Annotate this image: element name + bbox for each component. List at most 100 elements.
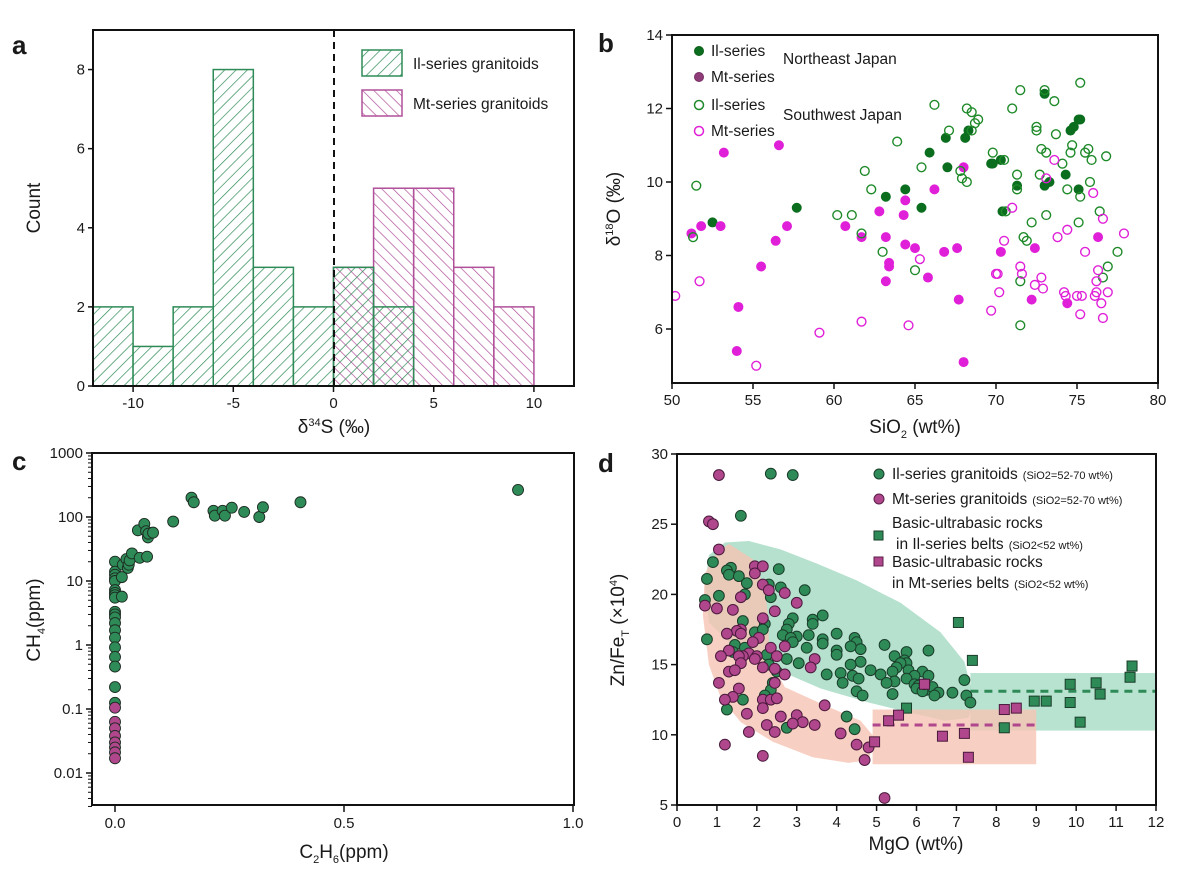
data-point-d-series-1 bbox=[707, 518, 719, 531]
legend-label-mt-basic-1: Basic-ultrabasic rocks bbox=[892, 554, 1043, 571]
data-point-b-series-3 bbox=[1060, 290, 1071, 302]
data-point-d-series-1 bbox=[713, 543, 725, 556]
data-point-d-series-1 bbox=[808, 719, 821, 731]
data-point-d-series-0 bbox=[798, 584, 811, 597]
y-tick-label: 1 bbox=[75, 637, 83, 654]
data-point-d-series-0 bbox=[852, 672, 865, 685]
data-point-b-series-0 bbox=[880, 191, 891, 202]
data-point-b-series-1 bbox=[900, 239, 911, 250]
data-point-b-series-1 bbox=[770, 235, 781, 246]
data-point-c-series-1 bbox=[109, 701, 121, 714]
data-square-d-series-2 bbox=[1064, 678, 1076, 690]
data-point-b-series-2 bbox=[916, 162, 927, 173]
y-tick-label: 4 bbox=[77, 220, 85, 237]
data-point-b-series-2 bbox=[1101, 151, 1112, 162]
data-square-d-series-2 bbox=[1124, 671, 1136, 683]
data-point-b-series-2 bbox=[687, 232, 699, 243]
data-point-d-series-1 bbox=[768, 662, 781, 675]
data-point-d-series-1 bbox=[713, 676, 725, 689]
data-point-b-series-0 bbox=[995, 154, 1006, 165]
data-point-b-series-3 bbox=[1052, 232, 1063, 243]
legend-label-il-granitoids: Il-series granitoids (SiO2=52-70 wt%) bbox=[892, 466, 1113, 483]
data-point-b-series-2 bbox=[1067, 140, 1078, 151]
data-point-d-series-1 bbox=[713, 469, 725, 481]
data-point-b-series-1 bbox=[874, 206, 885, 217]
histogram-il-group bbox=[93, 68, 415, 386]
data-point-c-series-1 bbox=[109, 752, 121, 765]
y-tick-label: 6 bbox=[77, 141, 85, 158]
data-point-b-series-2 bbox=[1011, 169, 1023, 180]
data-point-b-series-1 bbox=[733, 301, 744, 312]
data-point-d-series-0 bbox=[900, 672, 913, 685]
legend-label-il-basic-2: in Il-series belts (SiO2<52 wt%) bbox=[896, 536, 1083, 553]
legend-item-il: Il-series granitoids bbox=[361, 49, 539, 77]
data-point-c-series-0 bbox=[115, 571, 128, 584]
data-point-b-series-1 bbox=[782, 221, 793, 232]
data-point-b-series-3 bbox=[1029, 279, 1040, 291]
data-point-d-series-1 bbox=[740, 707, 753, 720]
y-tick-label: 10 bbox=[646, 174, 663, 191]
data-point-d-series-1 bbox=[878, 792, 891, 804]
legend-label-mt: Mt-series granitoids bbox=[413, 96, 548, 113]
data-point-b-series-3 bbox=[1097, 213, 1109, 224]
data-point-d-series-0 bbox=[772, 563, 785, 576]
data-point-b-series-3 bbox=[1007, 202, 1018, 213]
data-point-d-series-1 bbox=[732, 682, 745, 695]
data-square-d-series-3 bbox=[1010, 702, 1022, 714]
data-point-d-series-0 bbox=[830, 627, 843, 640]
data-point-b-series-1 bbox=[756, 261, 767, 272]
data-point-b-series-2 bbox=[1062, 184, 1073, 195]
panel-letter-b: b bbox=[598, 28, 614, 58]
data-square-d-series-2 bbox=[966, 654, 978, 666]
data-point-b-series-3 bbox=[1071, 290, 1083, 302]
data-point-b-series-2 bbox=[1075, 77, 1086, 88]
data-point-b-series-1 bbox=[880, 276, 891, 287]
data-point-d-series-1 bbox=[748, 653, 761, 665]
panel-letter-c: c bbox=[12, 446, 26, 476]
data-point-d-series-1 bbox=[756, 612, 769, 625]
histogram-bar-mt bbox=[493, 306, 535, 386]
data-point-d-series-1 bbox=[760, 719, 773, 731]
data-point-d-series-0 bbox=[780, 653, 793, 665]
data-point-b-series-2 bbox=[998, 154, 1010, 166]
data-point-d-series-0 bbox=[946, 686, 959, 699]
data-point-b-series-3 bbox=[1016, 268, 1028, 279]
data-point-d-series-0 bbox=[964, 696, 977, 709]
data-point-d-series-0 bbox=[816, 637, 829, 650]
data-point-b-series-2 bbox=[1041, 209, 1052, 221]
data-point-c-series-0 bbox=[294, 496, 307, 509]
data-point-b-series-3 bbox=[1036, 272, 1047, 283]
histogram-bar-mt bbox=[412, 187, 455, 386]
data-point-c-series-0 bbox=[187, 496, 200, 509]
data-point-d-series-1 bbox=[728, 664, 741, 677]
data-point-d-series-1 bbox=[756, 560, 769, 573]
data-point-d-series-1 bbox=[770, 650, 783, 663]
data-point-b-series-1 bbox=[898, 210, 909, 221]
data-point-b-series-3 bbox=[694, 276, 705, 287]
legend-marker-mt-basic bbox=[873, 556, 884, 567]
data-point-d-series-1 bbox=[764, 641, 777, 654]
data-point-d-series-1 bbox=[778, 640, 791, 653]
data-point-b-series-2 bbox=[1102, 261, 1113, 272]
panel-c-scatter-log: c 0.0 0.5 1.0 0.01 0.1 1 10 100 1000 CH4(ppm) C2… bbox=[12, 445, 583, 866]
panel-b-scatter: b 50 55 60 65 70 75 80 6 8 10 12 14 Il-series Mt-se… bbox=[598, 27, 1166, 441]
data-point-b-series-1 bbox=[929, 184, 940, 195]
data-point-d-series-1 bbox=[804, 661, 817, 674]
data-point-b-series-3 bbox=[856, 316, 867, 327]
data-point-d-series-0 bbox=[840, 710, 853, 723]
data-point-d-series-1 bbox=[768, 726, 781, 738]
data-point-b-series-0 bbox=[997, 206, 1008, 217]
data-point-b-series-3 bbox=[1097, 312, 1109, 324]
x-tick-label: -5 bbox=[227, 395, 240, 412]
data-square-d-series-2 bbox=[1094, 688, 1106, 700]
data-point-d-series-0 bbox=[806, 617, 819, 630]
data-point-d-series-0 bbox=[844, 658, 857, 671]
data-point-d-series-0 bbox=[864, 664, 877, 677]
data-point-c-series-0 bbox=[147, 526, 159, 539]
data-point-b-series-3 bbox=[814, 327, 825, 338]
data-point-b-series-2 bbox=[892, 136, 903, 147]
data-point-b-series-2 bbox=[832, 209, 843, 221]
x-tick-label: 5 bbox=[430, 395, 438, 412]
data-point-b-series-2 bbox=[1031, 125, 1042, 136]
